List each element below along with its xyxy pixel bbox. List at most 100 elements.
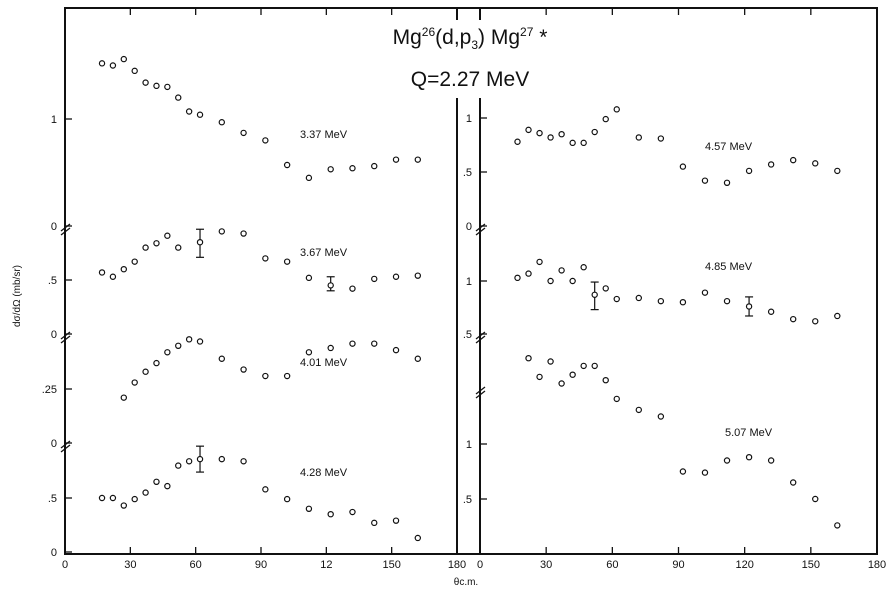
x-tick-label: 180 xyxy=(868,559,886,571)
data-point xyxy=(305,274,313,282)
data-point xyxy=(262,255,269,262)
data-point xyxy=(745,303,753,310)
data-point xyxy=(767,457,775,464)
data-point xyxy=(185,336,193,343)
data-point xyxy=(262,486,269,493)
x-tick-label: 12 xyxy=(320,559,332,571)
data-point xyxy=(98,60,106,67)
x-tick-label: 150 xyxy=(802,559,820,571)
data-point xyxy=(613,395,620,403)
y-axis-title-text: dσ/dΩ (mb/sr) xyxy=(12,265,23,327)
x-tick-label: 0 xyxy=(477,559,483,571)
data-point xyxy=(175,342,182,349)
data-point xyxy=(218,355,225,362)
data-point xyxy=(767,161,775,168)
data-point xyxy=(536,373,543,381)
data-point xyxy=(131,258,138,265)
data-point xyxy=(283,495,291,503)
data-point xyxy=(547,358,554,365)
data-point xyxy=(591,362,598,370)
axis-break-mark xyxy=(475,390,486,399)
data-point xyxy=(602,285,609,292)
y-tick-label: .25 xyxy=(42,384,57,396)
data-point xyxy=(185,458,193,465)
axis-break-mark xyxy=(60,223,71,232)
x-tick-label: 30 xyxy=(540,559,552,571)
data-point xyxy=(635,406,643,414)
data-point xyxy=(392,156,400,163)
chart-title-line1: Mg26(d,p3) Mg27 * xyxy=(393,25,548,52)
data-point xyxy=(602,377,609,384)
data-point xyxy=(349,508,356,516)
data-point xyxy=(164,482,171,490)
data-point xyxy=(131,67,138,75)
title-sub-3: 3 xyxy=(471,38,478,52)
data-points xyxy=(98,55,841,542)
data-point xyxy=(218,455,225,463)
data-point xyxy=(109,494,117,502)
data-point xyxy=(153,240,160,247)
series-label: 4.01 MeV xyxy=(300,357,348,369)
y-tick-label: 0 xyxy=(51,221,57,233)
data-point xyxy=(142,79,149,86)
data-point xyxy=(120,266,128,273)
data-point xyxy=(613,295,620,303)
data-point xyxy=(120,394,128,401)
data-point xyxy=(371,275,378,283)
data-point xyxy=(657,413,665,420)
data-point xyxy=(153,478,160,485)
y-tick-label: 0 xyxy=(51,438,57,450)
axis-break-mark xyxy=(475,227,486,236)
axis-break-mark xyxy=(475,331,486,340)
data-point xyxy=(679,163,687,170)
data-point xyxy=(327,166,334,173)
data-point xyxy=(349,165,356,172)
y-tick-label: .5 xyxy=(48,493,57,505)
data-point xyxy=(701,289,709,296)
data-point xyxy=(569,139,576,147)
data-point xyxy=(305,505,313,512)
data-point xyxy=(812,495,819,503)
data-point xyxy=(834,167,841,175)
axis-break-mark xyxy=(475,223,486,232)
data-point xyxy=(834,522,841,529)
data-point xyxy=(514,138,521,145)
data-point xyxy=(349,340,356,347)
data-point xyxy=(657,297,665,305)
data-point xyxy=(371,519,378,527)
data-point xyxy=(305,349,313,356)
data-point xyxy=(723,179,731,186)
data-point xyxy=(745,454,753,461)
data-point xyxy=(558,267,565,274)
data-point xyxy=(142,244,149,251)
data-point xyxy=(142,489,149,496)
title-background xyxy=(370,20,570,98)
data-point xyxy=(349,285,356,292)
axis-ticks: 0 30 60 90 12 150 180 0 30 60 90 120 150 180010.50.25… xyxy=(42,8,886,571)
data-point xyxy=(196,111,204,118)
data-point xyxy=(109,273,117,280)
data-point xyxy=(153,359,160,367)
title-mg26: Mg xyxy=(393,26,422,49)
x-axis-title: θc.m. xyxy=(454,577,478,588)
data-point xyxy=(196,455,204,463)
series-label: 4.85 MeV xyxy=(705,261,753,273)
data-point xyxy=(240,458,247,465)
axis-break-mark xyxy=(475,386,486,395)
y-tick-label: .5 xyxy=(48,275,57,287)
x-tick-label: 60 xyxy=(190,559,202,571)
series-labels: 3.37 MeV 3.67 MeV 4.01 MeV 4.28 MeV 4.57 MeV… xyxy=(300,129,773,479)
data-point xyxy=(536,258,543,266)
data-point xyxy=(580,139,587,147)
y-tick-label: 1 xyxy=(51,114,57,126)
title-reaction: (d,p xyxy=(435,26,471,49)
series-label: 5.07 MeV xyxy=(725,427,773,439)
x-tick-label: 0 xyxy=(62,559,68,571)
data-point xyxy=(701,177,709,184)
data-point xyxy=(327,511,334,518)
y-tick-label: 0 xyxy=(51,547,57,559)
title-sup-27: 27 xyxy=(520,25,534,39)
data-point xyxy=(602,115,609,123)
data-point xyxy=(613,106,620,113)
data-point xyxy=(371,340,378,347)
